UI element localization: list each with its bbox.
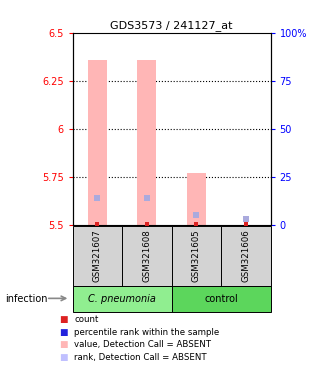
Bar: [122, 226, 172, 286]
Text: GSM321607: GSM321607: [93, 229, 102, 282]
Text: percentile rank within the sample: percentile rank within the sample: [74, 328, 219, 337]
Bar: [187, 173, 206, 225]
Title: GDS3573 / 241127_at: GDS3573 / 241127_at: [110, 20, 233, 31]
Bar: [172, 286, 271, 312]
Bar: [88, 60, 107, 225]
Bar: [137, 60, 156, 225]
Text: ■: ■: [59, 340, 68, 349]
Text: GSM321608: GSM321608: [142, 229, 151, 282]
Text: count: count: [74, 315, 99, 324]
Text: ■: ■: [59, 353, 68, 362]
Text: C. pneumonia: C. pneumonia: [88, 294, 156, 304]
Text: infection: infection: [5, 294, 48, 304]
Text: value, Detection Call = ABSENT: value, Detection Call = ABSENT: [74, 340, 211, 349]
Bar: [73, 286, 172, 312]
Text: GSM321605: GSM321605: [192, 229, 201, 282]
Bar: [73, 226, 122, 286]
Bar: [221, 226, 271, 286]
Text: control: control: [204, 294, 238, 304]
Text: ■: ■: [59, 328, 68, 337]
Text: rank, Detection Call = ABSENT: rank, Detection Call = ABSENT: [74, 353, 207, 362]
Text: ■: ■: [59, 315, 68, 324]
Bar: [172, 226, 221, 286]
Text: GSM321606: GSM321606: [241, 229, 250, 282]
